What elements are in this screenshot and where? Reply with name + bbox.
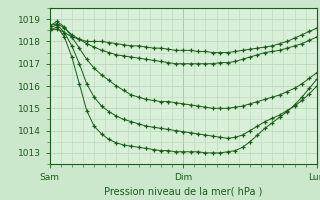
X-axis label: Pression niveau de la mer( hPa ): Pression niveau de la mer( hPa ): [104, 186, 262, 196]
